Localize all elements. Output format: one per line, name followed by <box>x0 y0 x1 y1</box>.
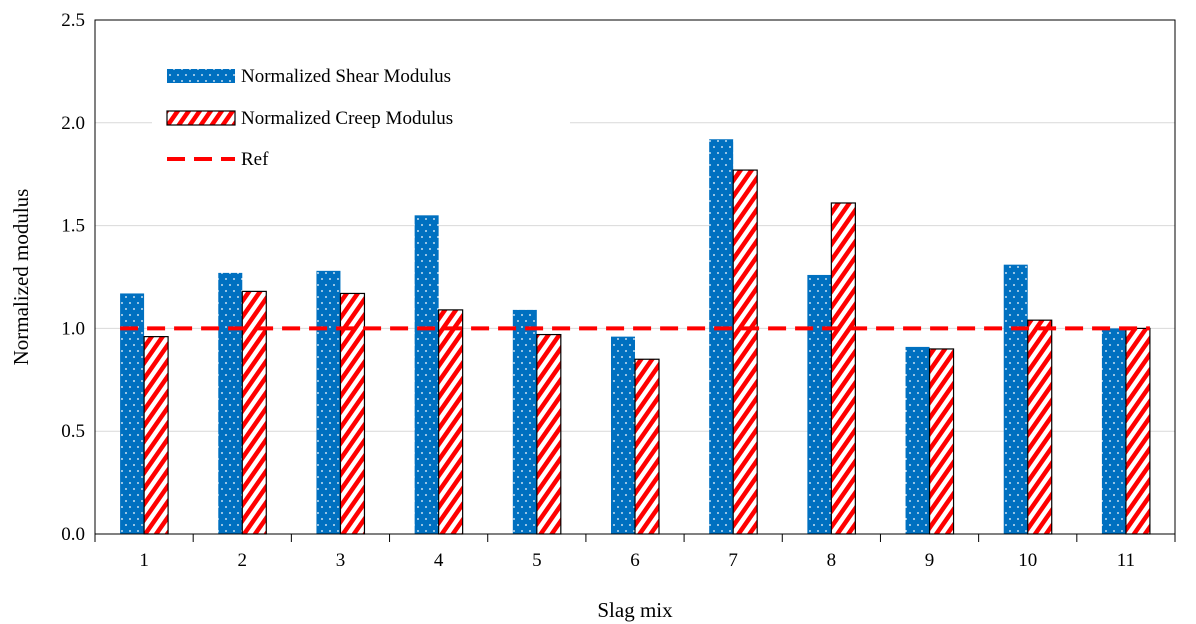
y-tick-label: 1.0 <box>61 318 85 339</box>
x-tick-label: 10 <box>1018 550 1037 571</box>
x-tick-label: 5 <box>532 550 542 571</box>
x-tick-label: 8 <box>827 550 837 571</box>
tick-labels: 0.0 0.5 1.0 1.5 2.0 2.5 1 2 3 4 5 6 7 8 9 10 11 <box>61 10 1135 571</box>
shear-modulus-bar <box>1003 264 1028 534</box>
x-tick-label: 3 <box>336 550 346 571</box>
legend: Normalized Shear Modulus Normalized Creep… <box>152 50 570 182</box>
shear-modulus-bar <box>120 293 145 534</box>
legend-label-ref: Ref <box>241 149 269 170</box>
y-tick-label: 2.5 <box>61 10 85 31</box>
legend-swatch-creep <box>166 110 236 126</box>
creep-modulus-bar <box>1125 327 1151 535</box>
shear-modulus-bar <box>414 215 439 534</box>
creep-modulus-bar <box>143 336 169 535</box>
shear-modulus-bar <box>512 309 537 534</box>
legend-swatch-shear <box>167 69 235 83</box>
bars <box>120 139 1151 535</box>
x-tick-label: 7 <box>728 550 738 571</box>
creep-modulus-bar <box>438 309 464 535</box>
creep-modulus-bar <box>830 202 856 535</box>
shear-modulus-bar <box>807 274 832 534</box>
shear-modulus-bar <box>709 139 734 535</box>
y-tick-label: 0.0 <box>61 524 85 545</box>
x-tick-label: 9 <box>925 550 935 571</box>
plot-frame <box>94 19 1176 535</box>
creep-modulus-bar <box>634 358 660 535</box>
creep-modulus-bar <box>732 169 758 535</box>
shear-modulus-bar <box>316 270 341 534</box>
creep-modulus-bar <box>1027 319 1053 535</box>
axes <box>94 19 1176 542</box>
creep-modulus-bar <box>928 348 955 535</box>
x-axis-title: Slag mix <box>597 598 673 622</box>
legend-label-creep: Normalized Creep Modulus <box>241 108 453 129</box>
y-axis-title: Normalized modulus <box>9 189 33 366</box>
x-tick-label: 4 <box>434 550 444 571</box>
shear-modulus-bar <box>218 272 243 534</box>
shear-modulus-bar <box>611 336 635 534</box>
y-tick-label: 0.5 <box>61 421 85 442</box>
creep-modulus-bar <box>536 333 562 535</box>
y-tick-label: 1.5 <box>61 216 85 237</box>
x-tick-label: 2 <box>238 550 248 571</box>
x-tick-label: 1 <box>139 550 149 571</box>
legend-label-shear: Normalized Shear Modulus <box>241 66 451 87</box>
y-tick-label: 2.0 <box>61 113 85 134</box>
shear-modulus-bar <box>1101 328 1126 534</box>
creep-modulus-bar <box>339 292 366 535</box>
x-tick-label: 11 <box>1117 550 1135 571</box>
shear-modulus-bar <box>905 346 930 534</box>
x-tick-label: 6 <box>630 550 640 571</box>
